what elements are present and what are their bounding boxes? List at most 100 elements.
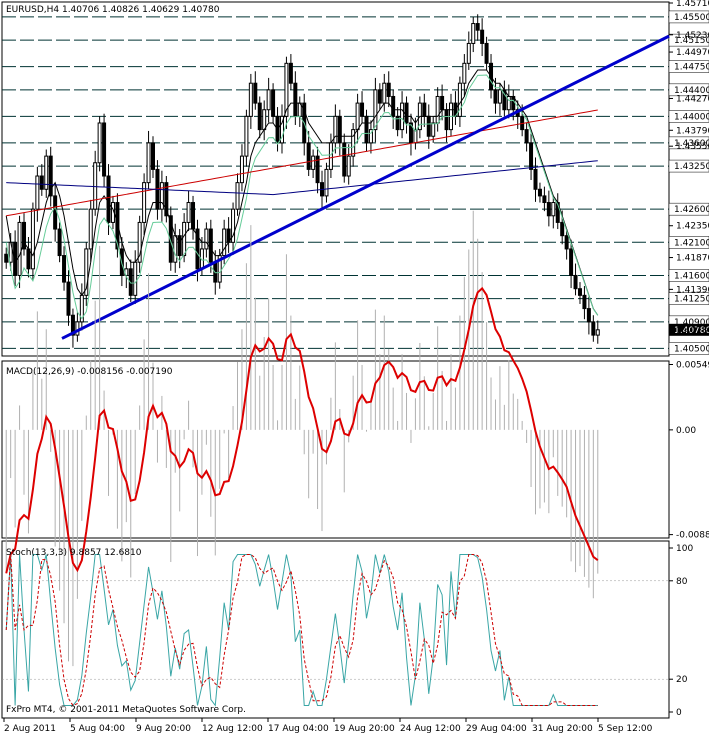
stoch-panel[interactable] — [1, 540, 670, 719]
candle-body — [262, 109, 267, 131]
candle-body — [231, 208, 236, 243]
candle-body — [62, 255, 67, 283]
level-label: 1.41600 — [674, 271, 709, 281]
candle-body — [288, 62, 293, 84]
stoch-signal-line — [5, 554, 598, 707]
candle-body — [253, 82, 258, 104]
candle-body — [533, 168, 538, 190]
candle-body — [573, 274, 578, 290]
candle-body — [342, 142, 347, 177]
candle-body — [57, 228, 62, 257]
candle-body — [30, 208, 35, 270]
candle-body — [497, 89, 502, 104]
candle-body — [577, 288, 582, 296]
candle-body — [475, 23, 480, 31]
candle-body — [351, 129, 356, 157]
candle-body — [115, 202, 120, 250]
candle-body — [386, 82, 391, 97]
macd-tick-label: 0.00 — [676, 426, 696, 436]
candle-body — [186, 202, 191, 223]
level-tag — [668, 136, 709, 150]
candle-body — [400, 102, 405, 131]
macd-tick-label: 0.00549 — [676, 361, 709, 371]
candle-body — [128, 268, 133, 296]
candle-body — [595, 329, 600, 336]
level-label: 1.44400 — [674, 86, 709, 96]
candle-body — [480, 29, 485, 44]
candle-body — [222, 228, 227, 257]
level-tag — [668, 60, 709, 73]
candle-body — [102, 122, 107, 177]
candle-body — [537, 188, 542, 197]
candle-body — [106, 175, 111, 223]
candle-body — [271, 89, 276, 117]
stoch-header: Stoch(13,3,3) 9.8857 12.6810 — [6, 548, 142, 558]
macd-header: MACD(12,26,9) -0.008156 -0.007190 — [6, 367, 173, 377]
stoch-layer — [2, 554, 669, 707]
price-tick-label: 1.41390 — [676, 285, 709, 295]
time-label: 5 Aug 04:00 — [70, 724, 125, 734]
copyright-text: FxPro MT4, © 2001-2011 MetaQuotes Softwa… — [6, 705, 246, 715]
candle-body — [435, 95, 440, 124]
stoch-tick-label: 100 — [676, 544, 693, 554]
level-tag — [668, 159, 709, 173]
candle-body — [195, 228, 200, 270]
macd-layer — [5, 210, 599, 667]
ma-slow-line — [6, 109, 598, 217]
level-label: 1.42600 — [674, 205, 709, 215]
candle-body — [44, 155, 49, 190]
price-tick-label: 1.41870 — [676, 254, 709, 264]
level-label: 1.45150 — [674, 36, 709, 46]
candle-body — [142, 182, 147, 223]
time-label: 5 Sep 12:00 — [598, 724, 653, 734]
candle-body — [346, 155, 351, 177]
ma-mid-line — [5, 74, 599, 320]
candle-body — [324, 168, 329, 197]
candle-body — [355, 102, 360, 131]
candle-body — [159, 182, 164, 210]
time-label: 12 Aug 12:00 — [202, 724, 263, 734]
candle-body — [279, 115, 284, 144]
candle-body — [551, 202, 556, 217]
level-label: 1.42100 — [674, 238, 709, 248]
candle-body — [93, 162, 98, 210]
price-tick-label: 1.43550 — [676, 142, 709, 152]
candle-body — [328, 142, 333, 170]
candle-body — [373, 89, 378, 131]
price-tick-label: 1.45710 — [676, 0, 709, 9]
level-tag — [668, 33, 709, 47]
candle-body — [395, 115, 400, 131]
candle-body — [560, 221, 565, 237]
candle-body — [17, 221, 22, 276]
macd-tick-label: -0.00880 — [676, 531, 709, 541]
candle-body — [391, 95, 396, 117]
candle-body — [173, 235, 178, 263]
time-label: 24 Aug 12:00 — [400, 724, 461, 734]
candle-body — [524, 129, 529, 144]
candle-body — [22, 221, 27, 250]
stoch-tick-label: 80 — [676, 577, 688, 587]
price-tick-label: 1.43790 — [676, 126, 709, 136]
candle-body — [426, 115, 431, 137]
price-tick-label: 1.40780 — [676, 326, 709, 336]
candle-body — [315, 155, 320, 184]
candle-body — [26, 248, 31, 270]
candle-body — [48, 155, 53, 197]
candle-body — [204, 228, 209, 250]
current-price-tag — [669, 323, 709, 336]
candle-body — [146, 142, 151, 184]
candle-body — [364, 115, 369, 144]
candle-body — [208, 228, 213, 263]
candle-body — [591, 321, 596, 336]
price-panel[interactable] — [1, 1, 670, 357]
candle-body — [493, 89, 498, 104]
candle-body — [582, 294, 587, 310]
candle-body — [368, 129, 373, 144]
candle-body — [164, 182, 169, 217]
candle-body — [66, 281, 71, 316]
candle-body — [404, 102, 409, 124]
price-tick-label: 1.44970 — [676, 48, 709, 58]
candle-body — [133, 261, 138, 296]
candle-body — [235, 182, 240, 210]
